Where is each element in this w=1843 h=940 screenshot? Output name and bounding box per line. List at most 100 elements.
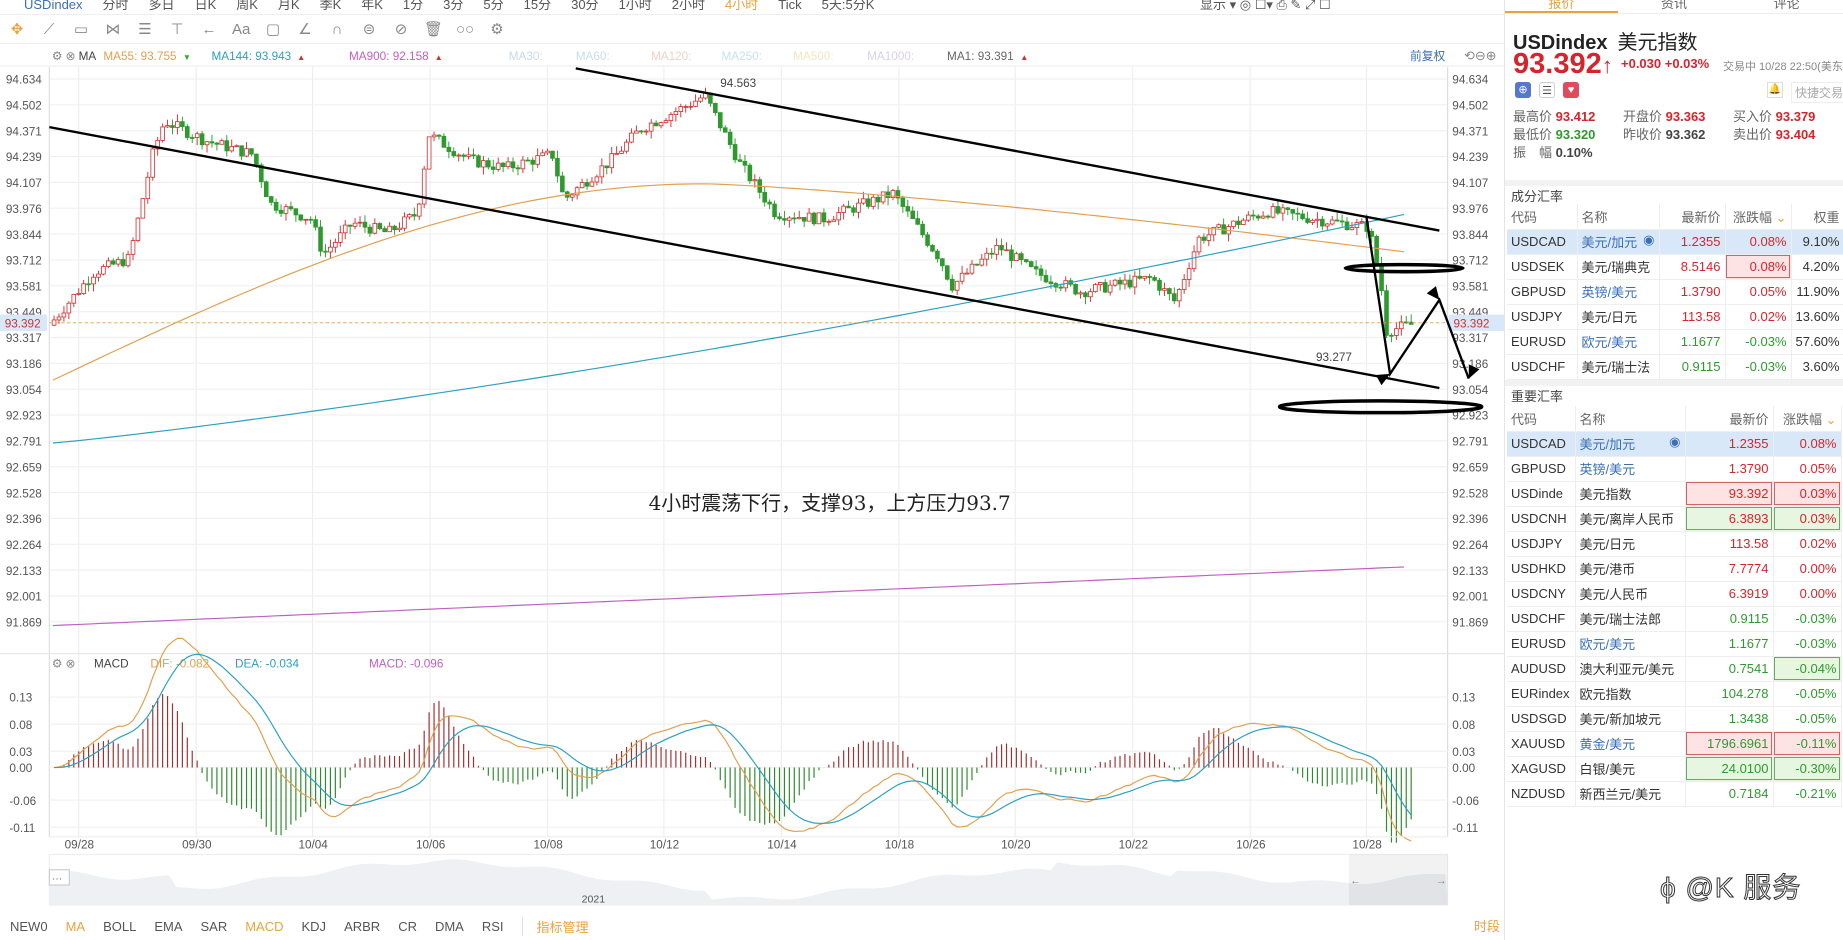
indicator-arbr[interactable]: ARBR <box>344 918 381 934</box>
symbol-link[interactable]: USDindex <box>24 0 83 12</box>
table-row[interactable]: USDCAD 美元/加元 ◉ 1.2355 0.08% 9.10% <box>1507 229 1843 255</box>
period-tab[interactable]: Tick <box>778 0 802 12</box>
table-row[interactable]: USDCHF 美元/瑞士法郎 0.9115 -0.03% <box>1507 606 1842 632</box>
period-tab[interactable]: 30分 <box>571 0 599 12</box>
period-tab[interactable]: 1分 <box>402 0 424 12</box>
period-tab[interactable]: 15分 <box>523 0 552 12</box>
period-tab[interactable]: 多日 <box>148 0 175 12</box>
table-row[interactable]: EURUSD 欧元/美元 1.1677 -0.03% <box>1507 631 1842 657</box>
table-row[interactable]: USDCNH 美元/离岸人民币 6.3893 0.03% <box>1507 506 1842 532</box>
settings-icon[interactable]: ⚙ ⊗ <box>52 50 79 63</box>
panel-tab[interactable]: 评论 <box>1773 0 1800 11</box>
eye-icon[interactable]: ◉ <box>1643 232 1655 247</box>
period-tab[interactable]: 日K <box>194 0 217 12</box>
angle-icon[interactable]: ∠ <box>298 21 312 38</box>
period-tab[interactable]: 5天:5分K <box>821 0 875 12</box>
table-row[interactable]: NZDUSD 新西兰元/美元 0.7184 -0.21% <box>1507 781 1842 807</box>
time-navigator[interactable]: ··· 2021 ← → <box>48 853 1449 906</box>
display-menu[interactable]: 显示 ▾ ◎ ☐▾ ⎙ ✎ ⤢ ☐ <box>1200 0 1331 12</box>
indicator-ema[interactable]: EMA <box>154 918 183 934</box>
comment-icon[interactable]: ▢ <box>265 21 281 38</box>
indicator-sar[interactable]: SAR <box>200 918 228 934</box>
period-tab[interactable]: 周K <box>236 0 258 12</box>
compare-icon[interactable]: ○○ <box>456 20 475 38</box>
zoom-controls[interactable]: ⟲⊖⊕ <box>1464 48 1496 63</box>
indicator-new0[interactable]: NEW0 <box>10 918 48 934</box>
name-cell: 美元/日元 <box>1575 531 1686 557</box>
table-row[interactable]: USDJPY 美元/日元 113.58 0.02% 13.60% <box>1507 304 1843 330</box>
period-tab[interactable]: 1小时 <box>618 0 652 12</box>
candle-up <box>979 258 985 266</box>
period-tab[interactable]: 3分 <box>443 0 464 12</box>
period-button[interactable]: 时段 <box>1474 919 1501 934</box>
period-tab[interactable]: 年K <box>361 0 383 12</box>
arrow-tool-icon[interactable]: ← <box>201 20 217 38</box>
eye-icon[interactable]: ◉ <box>1669 434 1681 449</box>
navigator-window[interactable] <box>1348 854 1448 905</box>
price-chart[interactable]: 94.634 94.634 94.502 94.502 94.371 94.371 94.2… <box>0 47 1504 917</box>
period-tab[interactable]: 4小时 <box>725 0 759 12</box>
heart-icon[interactable]: ♥ <box>1563 82 1579 98</box>
indicator-ma[interactable]: MA <box>65 918 86 934</box>
table-row[interactable]: AUDUSD 澳大利亚元/美元 0.7541 -0.04% <box>1507 656 1842 682</box>
period-tab[interactable]: 分时 <box>102 0 129 12</box>
delete-icon[interactable]: 🗑 <box>424 21 444 38</box>
period-tab[interactable]: 季K <box>319 0 342 12</box>
candle-up <box>619 150 624 154</box>
table-row[interactable]: EURUSD 欧元/美元 1.1677 -0.03% 57.60% <box>1507 329 1843 355</box>
rect-tool-icon[interactable]: ▭ <box>73 21 89 38</box>
indicator-cr[interactable]: CR <box>398 918 417 934</box>
drawings[interactable] <box>49 67 1484 415</box>
macd-settings-icon[interactable]: ⚙ ⊗ <box>52 658 76 671</box>
indicator-dma[interactable]: DMA <box>434 918 464 934</box>
hide-icon[interactable]: ⊘ <box>394 21 408 38</box>
candle-down <box>1275 206 1281 214</box>
note-icon[interactable]: ☰ <box>1539 82 1555 98</box>
magnet-icon[interactable]: ∩ <box>331 20 343 38</box>
table-row[interactable]: XAGUSD 白银/美元 24.0100 -0.30% <box>1507 756 1842 782</box>
column-header[interactable]: 涨跌幅 ⌄ <box>1725 204 1792 230</box>
period-tab[interactable]: 5分 <box>483 0 504 12</box>
text-tool-icon[interactable]: Aa <box>232 20 251 38</box>
move-icon[interactable]: ✥ <box>10 21 24 38</box>
fib-tool-icon[interactable]: ☰ <box>138 21 152 38</box>
macd-selector[interactable]: MACD <box>94 658 129 671</box>
indicator-macd[interactable]: MACD <box>245 918 284 934</box>
indicator-kdj[interactable]: KDJ <box>301 918 327 934</box>
table-row[interactable]: EURindex 欧元指数 104.278 -0.05% <box>1507 681 1842 707</box>
table-row[interactable]: USDSGD 美元/新加坡元 1.3438 -0.05% <box>1507 706 1842 732</box>
column-header[interactable]: 涨跌幅 ⌄ <box>1773 406 1842 432</box>
table-row[interactable]: USDCNY 美元/人民币 6.3919 0.00% <box>1507 581 1842 607</box>
table-row[interactable]: USDJPY 美元/日元 113.58 0.02% <box>1507 531 1842 557</box>
indicator-manage-button[interactable]: 指标管理 <box>521 916 589 936</box>
period-tab[interactable]: 月K <box>277 0 300 12</box>
bell-icon[interactable]: 🔔 <box>1767 82 1783 98</box>
table-row[interactable]: GBPUSD 英镑/美元 1.3790 0.05% <box>1507 456 1842 482</box>
lock-icon[interactable]: ⊜ <box>362 21 376 38</box>
price-tick: 92.659 <box>6 461 42 474</box>
pattern-tool-icon[interactable]: ⋈ <box>105 21 121 38</box>
table-row[interactable]: XAUUSD 黄金/美元 1796.6961 -0.11% <box>1507 731 1842 757</box>
table-row[interactable]: USDCAD 美元/加元 ◉ 1.2355 0.08% <box>1507 431 1842 457</box>
indicator-rsi[interactable]: RSI <box>481 918 504 934</box>
table-row[interactable]: GBPUSD 英镑/美元 1.3790 0.05% 11.90% <box>1507 279 1843 305</box>
quick-trade-button[interactable]: 快捷交易 <box>1791 82 1843 103</box>
indicator-boll[interactable]: BOLL <box>103 918 137 934</box>
measure-tool-icon[interactable]: ⊤ <box>170 21 184 38</box>
line-tool-icon[interactable]: ⟋ <box>43 20 55 38</box>
table-row[interactable]: USDSEK 美元/瑞典克 8.5146 0.08% 4.20% <box>1507 254 1843 280</box>
candle-down <box>293 208 299 216</box>
table-row[interactable]: USDHKD 美元/港币 7.7774 0.00% <box>1507 556 1842 582</box>
table-row[interactable]: USDinde 美元指数 93.392 0.03% <box>1507 481 1842 507</box>
globe-icon[interactable]: ⊕ <box>1515 82 1531 98</box>
navigator-handle[interactable] <box>48 869 70 886</box>
candle-down <box>318 226 323 252</box>
period-tab[interactable]: 2小时 <box>671 0 706 12</box>
candle-up <box>614 152 619 155</box>
settings-icon[interactable]: ⚙ <box>490 21 504 38</box>
table-row[interactable]: USDCHF 美元/瑞士法 0.9115 -0.03% 3.60% <box>1507 354 1843 380</box>
ma-selector[interactable]: MA <box>79 50 97 63</box>
panel-tab[interactable]: 资讯 <box>1661 0 1688 11</box>
panel-tab[interactable]: 报价 <box>1505 0 1618 13</box>
adjust-button[interactable]: 前复权 <box>1410 49 1446 63</box>
